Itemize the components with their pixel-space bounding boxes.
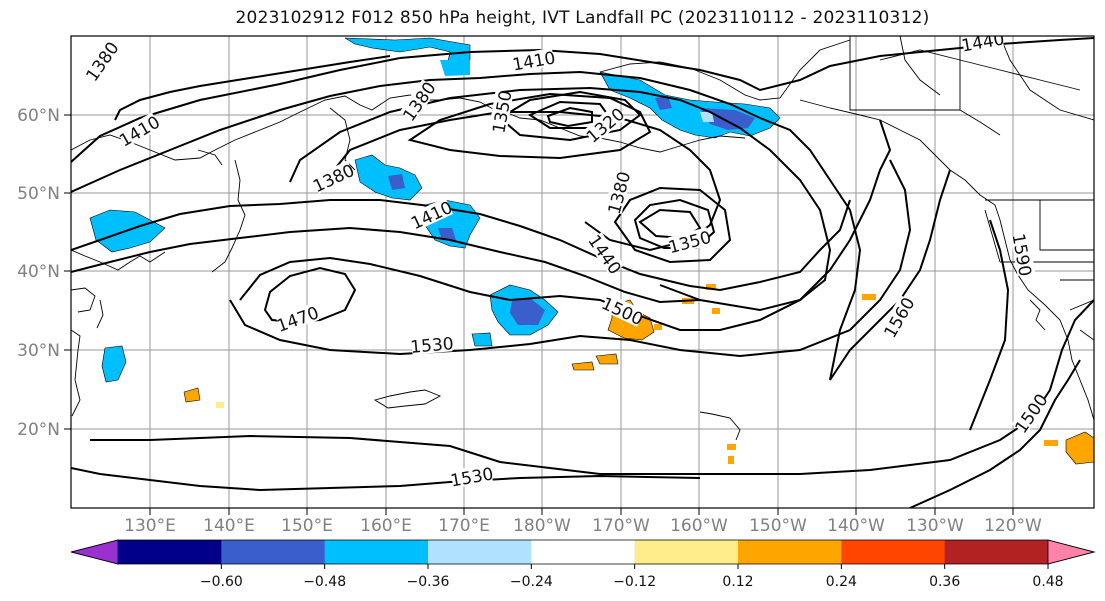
lat-tick-label: 50°N: [17, 184, 60, 204]
contour-label: 1530: [410, 333, 455, 358]
colorbar-tick-label: 0.24: [826, 574, 857, 590]
height-contours: [71, 37, 1094, 508]
lat-tick-label: 40°N: [17, 262, 60, 282]
colorbar-segment: [221, 540, 326, 564]
colorbar-outline: [70, 539, 1096, 565]
lat-tick-label: 30°N: [17, 341, 60, 361]
lon-tick-label: 160°E: [360, 516, 412, 536]
colorbar-tick-label: −0.60: [200, 574, 243, 590]
colorbar-tick-label: −0.36: [407, 574, 450, 590]
lat-tick-label: 20°N: [17, 420, 60, 440]
colorbar-tick-label: −0.48: [303, 574, 346, 590]
colorbar-tick-label: 0.48: [1032, 574, 1063, 590]
colorbar-segment: [324, 540, 429, 564]
colorbar-tick-label: −0.24: [510, 574, 553, 590]
lon-tick-label: 130°W: [906, 516, 964, 536]
lon-tick-label: 180°W: [513, 516, 571, 536]
colorbar-segment: [531, 540, 636, 564]
colorbar-tick-label: −0.12: [613, 574, 656, 590]
lon-tick-label: 170°W: [592, 516, 650, 536]
colorbar-segment: [841, 540, 946, 564]
colorbar-extend-max: [1047, 539, 1096, 565]
colorbar-segment: [944, 540, 1049, 564]
lon-tick-label: 140°E: [203, 516, 255, 536]
chart-title: 2023102912 F012 850 hPa height, IVT Land…: [235, 8, 930, 28]
lon-tick-label: 150°W: [749, 516, 807, 536]
colorbar-extend-min: [70, 539, 119, 565]
colorbar-tick-label: 0.12: [722, 574, 753, 590]
map-frame: [70, 35, 1095, 509]
lon-tick-label: 130°E: [124, 516, 176, 536]
lon-tick-label: 140°W: [827, 516, 885, 536]
lat-tick-label: 60°N: [17, 106, 60, 126]
ivt-positive-shading: [183, 284, 1094, 465]
lon-tick-label: 170°E: [438, 516, 490, 536]
lon-tick-label: 160°W: [670, 516, 728, 536]
colorbar: −0.60 −0.48 −0.36 −0.24 −0.12 0.12 0.24 0.36 0.4…: [70, 539, 1096, 590]
colorbar-segment: [118, 540, 222, 564]
lon-tick-label: 120°W: [984, 516, 1042, 536]
contour-label-text: 1530: [410, 334, 455, 358]
colorbar-tick-label: 0.36: [929, 574, 960, 590]
colorbar-segment: [738, 540, 842, 564]
axis-ticks: 60°N 50°N 40°N 30°N 20°N 130°E 140°E 150°E 160°E…: [17, 106, 1042, 536]
lon-tick-label: 150°E: [281, 516, 333, 536]
colorbar-segment: [634, 540, 739, 564]
colorbar-segment: [428, 540, 532, 564]
